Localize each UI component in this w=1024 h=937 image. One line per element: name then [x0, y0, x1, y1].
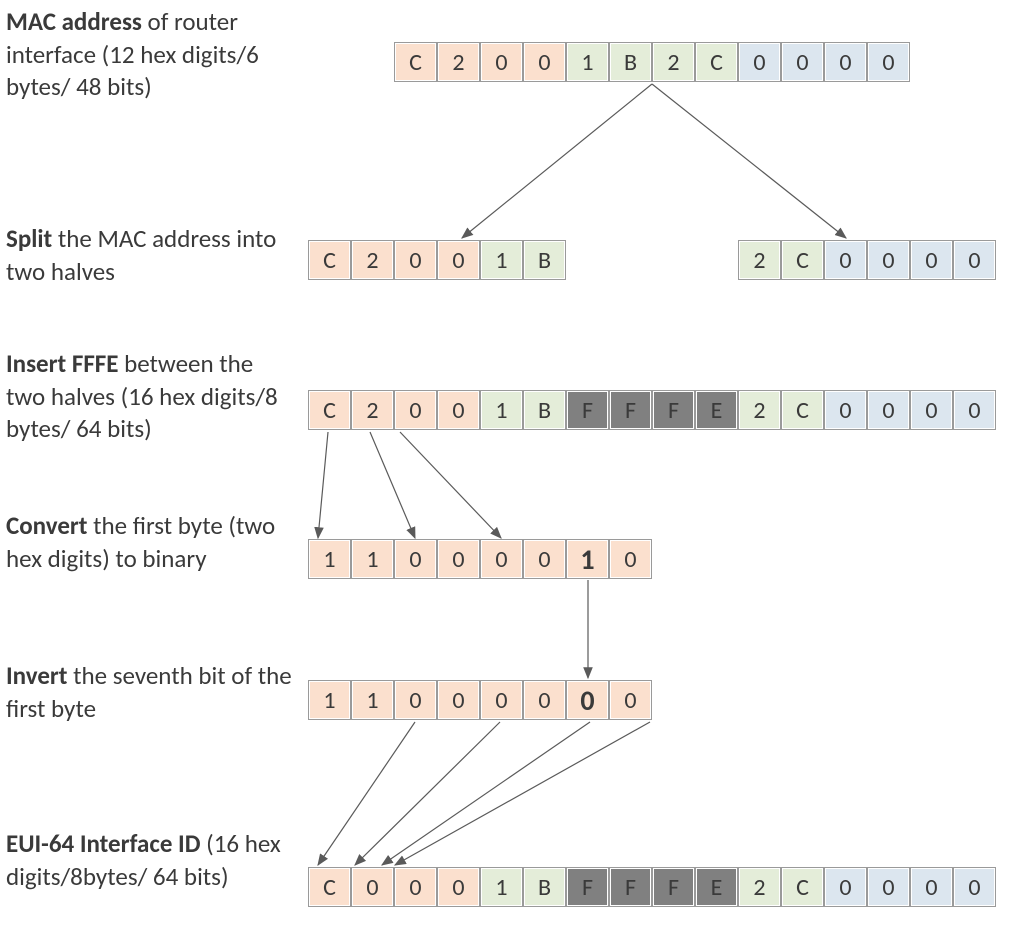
cell: 0	[523, 42, 566, 82]
cell: 1	[566, 42, 609, 82]
cell: 0	[867, 390, 910, 430]
cell: C	[781, 867, 824, 907]
cell: 0	[910, 867, 953, 907]
binary2-row: 11000000	[308, 680, 652, 720]
step5-label: Invert the seventh bit of the first byte	[6, 660, 296, 725]
cell: 1	[480, 240, 523, 280]
cell: 0	[351, 867, 394, 907]
cell: 0	[867, 867, 910, 907]
arrows-layer	[0, 0, 1024, 937]
step6-label: EUI-64 Interface ID (16 hex digits/8byte…	[6, 828, 296, 893]
cell: F	[609, 390, 652, 430]
cell: 2	[351, 240, 394, 280]
cell: 2	[351, 390, 394, 430]
cell: 0	[867, 240, 910, 280]
mac-row: C2001B2C0000	[394, 42, 910, 82]
cell: C	[695, 42, 738, 82]
cell: 1	[480, 390, 523, 430]
cell: 2	[437, 42, 480, 82]
cell: 0	[394, 539, 437, 579]
cell: 0	[394, 867, 437, 907]
cell: 2	[738, 240, 781, 280]
cell: 0	[437, 867, 480, 907]
cell: 0	[437, 390, 480, 430]
cell: F	[566, 867, 609, 907]
cell: 0	[738, 42, 781, 82]
cell: 0	[437, 539, 480, 579]
cell: 0	[609, 539, 652, 579]
cell: 0	[394, 390, 437, 430]
cell: C	[308, 240, 351, 280]
cell: 0	[394, 680, 437, 720]
insert-row: C2001BFFFE2C0000	[308, 390, 996, 430]
cell: 1	[566, 539, 609, 579]
cell: B	[523, 240, 566, 280]
cell: 0	[437, 680, 480, 720]
cell: 0	[824, 240, 867, 280]
cell: 0	[824, 42, 867, 82]
cell: C	[308, 867, 351, 907]
cell: 0	[953, 240, 996, 280]
cell: 1	[351, 680, 394, 720]
cell: 0	[953, 390, 996, 430]
cell: 0	[910, 240, 953, 280]
cell: 0	[781, 42, 824, 82]
cell: 1	[308, 539, 351, 579]
cell: 0	[480, 539, 523, 579]
cell: 0	[867, 42, 910, 82]
cell: 0	[523, 539, 566, 579]
split-left: C2001B	[308, 240, 566, 280]
cell: B	[609, 42, 652, 82]
cell: F	[566, 390, 609, 430]
cell: E	[695, 390, 738, 430]
cell: F	[609, 867, 652, 907]
cell: 0	[437, 240, 480, 280]
cell: C	[308, 390, 351, 430]
cell: 1	[351, 539, 394, 579]
cell: 1	[308, 680, 351, 720]
cell: 2	[738, 867, 781, 907]
cell: 2	[652, 42, 695, 82]
cell: C	[781, 390, 824, 430]
cell: 0	[394, 240, 437, 280]
step3-label: Insert FFFE between the two halves (16 h…	[6, 348, 296, 446]
cell: 2	[738, 390, 781, 430]
cell: 0	[953, 867, 996, 907]
cell: E	[695, 867, 738, 907]
cell: 0	[609, 680, 652, 720]
eui64-row: C0001BFFFE2C0000	[308, 867, 996, 907]
step1-label: MAC address of router interface (12 hex …	[6, 6, 296, 104]
binary1-row: 11000010	[308, 539, 652, 579]
cell: 0	[566, 680, 609, 720]
cell: C	[394, 42, 437, 82]
cell: 0	[480, 42, 523, 82]
cell: C	[781, 240, 824, 280]
cell: F	[652, 390, 695, 430]
cell: 0	[480, 680, 523, 720]
cell: B	[523, 867, 566, 907]
split-right: 2C0000	[738, 240, 996, 280]
cell: 0	[910, 390, 953, 430]
step4-label: Convert the first byte (two hex digits) …	[6, 510, 296, 575]
cell: 0	[824, 390, 867, 430]
cell: B	[523, 390, 566, 430]
cell: 0	[523, 680, 566, 720]
cell: 0	[824, 867, 867, 907]
step2-label: Split the MAC address into two halves	[6, 223, 296, 288]
cell: 1	[480, 867, 523, 907]
cell: F	[652, 867, 695, 907]
